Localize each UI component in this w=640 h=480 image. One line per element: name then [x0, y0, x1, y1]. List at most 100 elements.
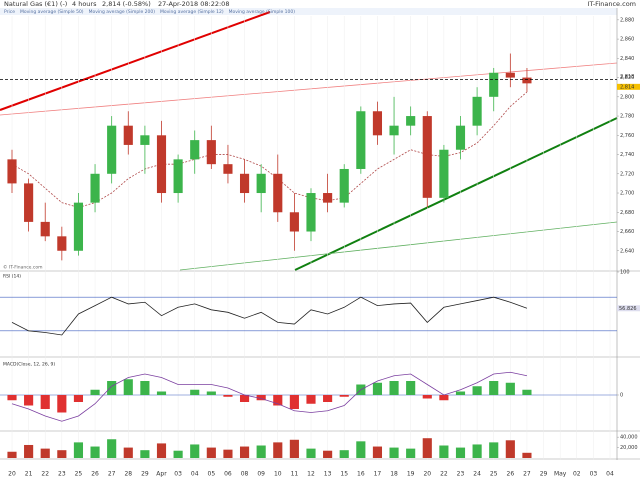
histogram-bar [223, 395, 233, 397]
volume-bar [173, 450, 183, 458]
x-tick-label: 27 [108, 471, 116, 478]
x-tick-label: 08 [241, 471, 249, 478]
volume-bar [40, 448, 50, 458]
histogram-bar [107, 381, 117, 395]
x-tick-label: Apr [156, 471, 167, 478]
line [11, 371, 528, 422]
x-tick-label: 11 [291, 471, 299, 478]
volume-bar [7, 451, 17, 458]
histogram-bar [90, 389, 100, 395]
trend-line [294, 117, 618, 271]
histogram-bar [289, 395, 299, 409]
histogram-bar [389, 381, 399, 395]
y-tick-label: 2,780 [620, 114, 634, 120]
candle-body [57, 236, 67, 251]
x-tick-label: 12 [307, 471, 315, 478]
x-tick-label: 17 [374, 471, 382, 478]
volume-bar [306, 448, 316, 458]
volume-bar [489, 442, 499, 458]
indicator-name: Moving average (Simple 100) [229, 9, 296, 15]
histogram-bar [239, 395, 250, 402]
y-tick-label: 0 [620, 393, 623, 399]
candle-body [24, 183, 34, 222]
candle-body [372, 111, 383, 136]
candle-body [206, 140, 216, 165]
x-tick-label: 10 [274, 471, 282, 478]
histogram-bar [273, 395, 283, 406]
volume-bar [140, 450, 150, 458]
volume-bar [90, 446, 100, 458]
x-tick-label: 27 [523, 471, 531, 478]
x-tick-label: 25 [75, 471, 83, 478]
volume-bar [273, 442, 283, 458]
candle-body [273, 173, 283, 213]
y-tick-label: 40,000 [620, 435, 638, 441]
y-tick-label: 2,700 [620, 191, 634, 197]
candle-body [323, 193, 333, 203]
x-tick-label: 16 [357, 471, 365, 478]
candle-body [239, 173, 250, 194]
histogram-bar [406, 381, 416, 395]
volume-bar [356, 441, 366, 458]
x-tick-label: 26 [91, 471, 99, 478]
candle-body [522, 77, 532, 84]
line [11, 91, 528, 208]
candle-body [439, 149, 449, 198]
watermark: © IT-Finance.com [3, 264, 42, 271]
candle-body [40, 221, 50, 237]
y-tick-label: 2,680 [620, 210, 634, 216]
volume-bar [472, 444, 482, 458]
candle-body [289, 212, 299, 232]
y-tick-label: 2,760 [620, 133, 634, 139]
volume-bar [323, 450, 333, 458]
histogram-bar [505, 382, 515, 395]
candle-body [223, 164, 233, 174]
histogram-bar [339, 395, 349, 397]
candle-body [156, 135, 167, 194]
volume-bar [123, 447, 133, 458]
timestamp: 27-Apr-2018 08:22:08 [158, 0, 229, 8]
trend-line [0, 62, 618, 116]
x-tick-label: 22 [440, 471, 448, 478]
x-tick-label: 25 [490, 471, 498, 478]
volume-bar [339, 450, 349, 458]
candle-body [90, 173, 100, 203]
candle-body [173, 159, 183, 194]
y-tick-label: 2,860 [620, 37, 634, 43]
y-tick-label: 2,820 [620, 75, 634, 81]
candle-body [7, 159, 17, 184]
y-tick-label: 2,840 [620, 56, 634, 62]
x-tick-label: 20 [423, 471, 431, 478]
histogram-bar [372, 382, 383, 395]
y-tick-label: 2,800 [620, 94, 634, 100]
histogram-bar [190, 389, 200, 395]
volume-bar [522, 452, 532, 458]
panel-title: MACD(Close, 12, 26, 9) [3, 362, 55, 368]
histogram-bar [472, 386, 482, 395]
x-tick-label: 03 [590, 471, 598, 478]
y-tick-label: 2,640 [620, 248, 634, 254]
candle-body [73, 202, 84, 251]
indicator-bar [0, 8, 617, 15]
histogram-bar [439, 395, 449, 401]
candle-body [123, 125, 133, 145]
panel-title: RSI (14) [3, 274, 21, 280]
y-tick-label: 20,000 [620, 445, 638, 451]
last-price-label: 2,814 [620, 84, 634, 90]
y-tick-label: 2,880 [620, 17, 634, 23]
indicator-name: Moving average (Simple 50) [20, 9, 84, 15]
line [11, 296, 528, 336]
histogram-bar [489, 381, 499, 395]
x-tick-label: May [554, 471, 567, 478]
header: Natural Gas (€1) (-) 4 hours 2,814 (-0.5… [4, 0, 636, 8]
candle-body [339, 168, 349, 203]
x-tick-label: 15 [340, 471, 348, 478]
x-tick-label: 03 [174, 471, 182, 478]
volume-bar [24, 444, 34, 458]
x-tick-label: 20 [8, 471, 16, 478]
trend-line [179, 221, 618, 271]
volume-bar [206, 447, 216, 458]
candle-body [422, 116, 432, 198]
volume-bar [389, 447, 399, 458]
